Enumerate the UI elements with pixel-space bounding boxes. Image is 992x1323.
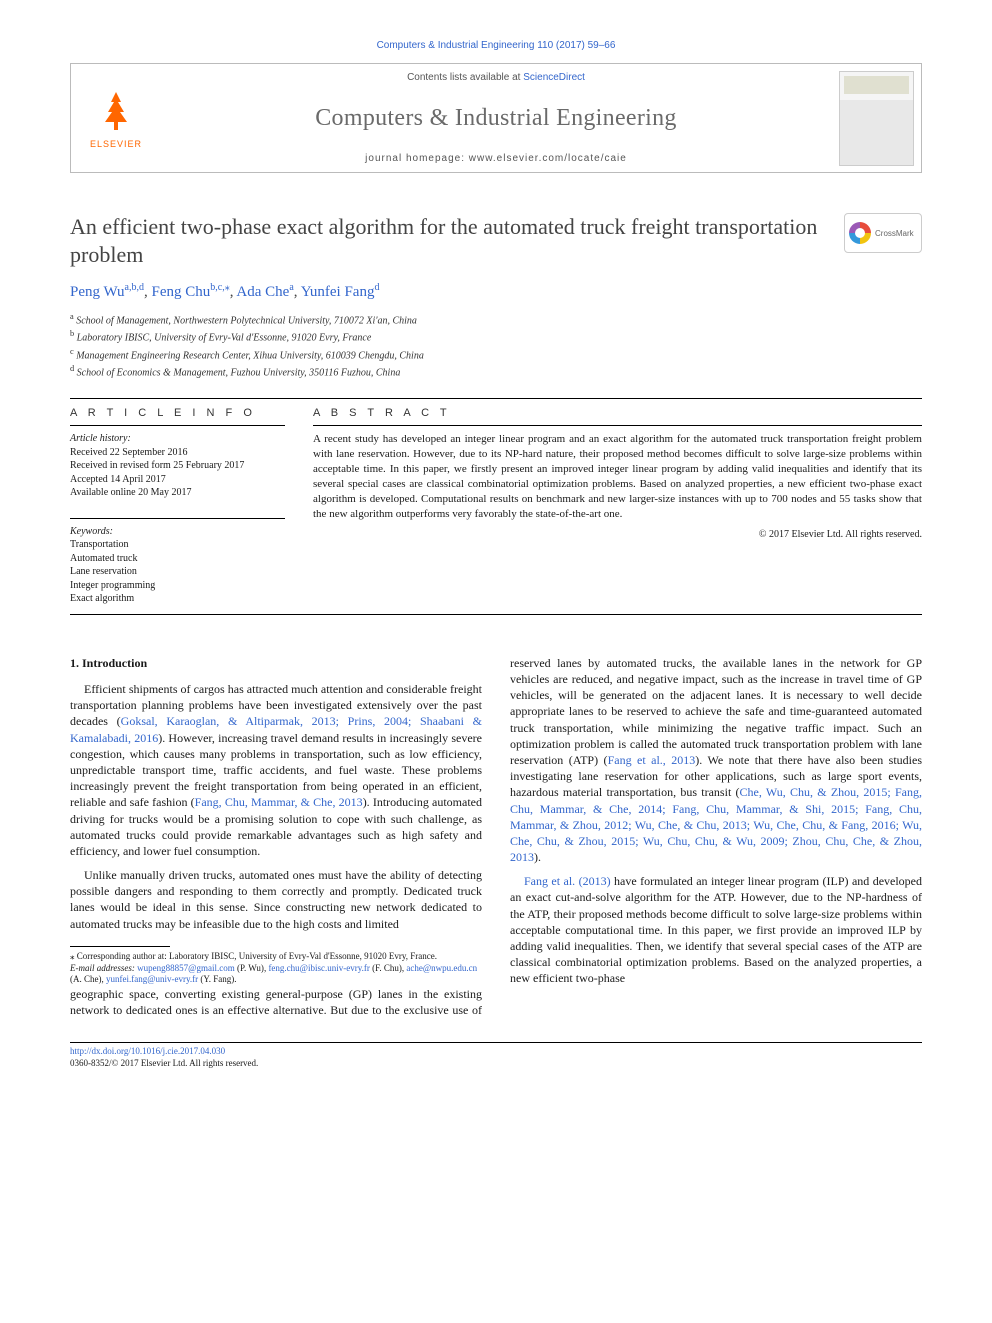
footnote-block: ⁎ Corresponding author at: Laboratory IB… <box>70 951 482 986</box>
para-1: Efficient shipments of cargos has attrac… <box>70 681 482 859</box>
keywords-label: Keywords: <box>70 525 285 539</box>
abstract-copyright: © 2017 Elsevier Ltd. All rights reserved… <box>313 529 922 540</box>
para-4: Fang et al. (2013) have formulated an in… <box>510 873 922 986</box>
issn-copyright: 0360-8352/© 2017 Elsevier Ltd. All right… <box>70 1058 922 1070</box>
contents-prefix: Contents lists available at <box>407 72 523 83</box>
history-block: Article history: Received 22 September 2… <box>70 432 285 500</box>
crossmark-label: CrossMark <box>875 229 914 238</box>
body-two-column: 1. Introduction Efficient shipments of c… <box>70 655 922 1018</box>
section-1-title: 1. Introduction <box>70 655 482 671</box>
corr-author-note: ⁎ Corresponding author at: Laboratory IB… <box>70 951 482 963</box>
author-3-aff: a <box>289 282 293 293</box>
journal-banner: ELSEVIER Contents lists available at Sci… <box>70 63 922 173</box>
cite-5[interactable]: Fang et al. (2013) <box>524 874 611 888</box>
email-4[interactable]: yunfei.fang@univ-evry.fr <box>106 974 198 984</box>
affil-a: a School of Management, Northwestern Pol… <box>70 311 922 328</box>
kw-4: Integer programming <box>70 579 285 593</box>
affiliations: a School of Management, Northwestern Pol… <box>70 311 922 380</box>
abstract-text: A recent study has developed an integer … <box>313 432 922 521</box>
page-footer: http://dx.doi.org/10.1016/j.cie.2017.04.… <box>70 1042 922 1069</box>
abstract-column: A B S T R A C T A recent study has devel… <box>313 407 922 606</box>
kw-3: Lane reservation <box>70 565 285 579</box>
author-4[interactable]: Yunfei Fang <box>301 284 375 300</box>
doi-link[interactable]: http://dx.doi.org/10.1016/j.cie.2017.04.… <box>70 1046 225 1056</box>
keywords-block: Keywords: Transportation Automated truck… <box>70 525 285 606</box>
sciencedirect-link[interactable]: ScienceDirect <box>523 72 585 83</box>
homepage-url[interactable]: www.elsevier.com/locate/caie <box>469 153 627 164</box>
history-revised: Received in revised form 25 February 201… <box>70 459 285 473</box>
elsevier-wordmark: ELSEVIER <box>90 139 142 149</box>
email-line: E-mail addresses: wupeng88857@gmail.com … <box>70 963 482 986</box>
affil-c: c Management Engineering Research Center… <box>70 346 922 363</box>
elsevier-tree-icon <box>91 87 141 137</box>
para-2: Unlike manually driven trucks, automated… <box>70 867 482 932</box>
kw-1: Transportation <box>70 538 285 552</box>
journal-cover <box>831 64 921 172</box>
homepage-line: journal homepage: www.elsevier.com/locat… <box>365 153 627 164</box>
crossmark-icon <box>849 222 871 244</box>
author-2[interactable]: Feng Chu <box>152 284 211 300</box>
email-2[interactable]: feng.chu@ibisc.univ-evry.fr <box>268 963 369 973</box>
email-1[interactable]: wupeng88857@gmail.com <box>137 963 235 973</box>
history-label: Article history: <box>70 432 285 446</box>
cover-thumb-icon <box>839 71 914 166</box>
author-4-aff: d <box>374 282 379 293</box>
footnote-separator <box>70 946 170 947</box>
email-label: E-mail addresses: <box>70 963 135 973</box>
authors-line: Peng Wua,b,d, Feng Chub,c,⁎, Ada Chea, Y… <box>70 282 922 301</box>
top-rule <box>70 398 922 399</box>
author-1-aff: a,b,d <box>125 282 144 293</box>
abstract-heading: A B S T R A C T <box>313 407 922 419</box>
cite-2[interactable]: Fang, Chu, Mammar, & Che, 2013 <box>195 795 363 809</box>
journal-name: Computers & Industrial Engineering <box>315 105 676 132</box>
affil-b: b Laboratory IBISC, University of Evry-V… <box>70 328 922 345</box>
header-citation: Computers & Industrial Engineering 110 (… <box>70 40 922 51</box>
crossmark-badge[interactable]: CrossMark <box>844 213 922 253</box>
homepage-prefix: journal homepage: <box>365 153 469 164</box>
banner-center: Contents lists available at ScienceDirec… <box>161 64 831 172</box>
history-accepted: Accepted 14 April 2017 <box>70 473 285 487</box>
author-2-corr: ⁎ <box>225 282 230 293</box>
cite-3[interactable]: Fang et al., 2013 <box>608 753 696 767</box>
kw-2: Automated truck <box>70 552 285 566</box>
author-3[interactable]: Ada Che <box>236 284 289 300</box>
author-1[interactable]: Peng Wu <box>70 284 125 300</box>
article-info-heading: A R T I C L E I N F O <box>70 407 285 419</box>
history-received: Received 22 September 2016 <box>70 446 285 460</box>
bottom-rule <box>70 614 922 615</box>
email-3[interactable]: ache@nwpu.edu.cn <box>406 963 477 973</box>
affil-d: d School of Economics & Management, Fuzh… <box>70 363 922 380</box>
history-online: Available online 20 May 2017 <box>70 486 285 500</box>
elsevier-logo: ELSEVIER <box>71 64 161 172</box>
kw-5: Exact algorithm <box>70 592 285 606</box>
author-2-aff: b,c, <box>210 282 224 293</box>
contents-line: Contents lists available at ScienceDirec… <box>407 72 585 83</box>
article-title: An efficient two-phase exact algorithm f… <box>70 213 824 268</box>
article-info-column: A R T I C L E I N F O Article history: R… <box>70 407 285 606</box>
